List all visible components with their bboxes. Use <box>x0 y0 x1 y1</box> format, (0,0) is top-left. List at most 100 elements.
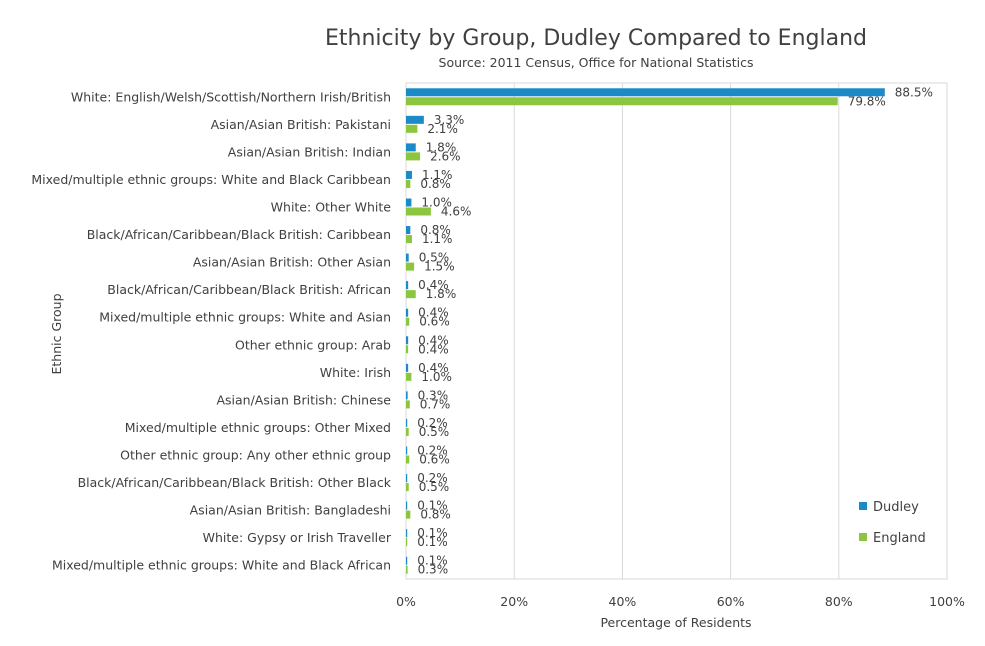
category-label: Asian/Asian British: Other Asian <box>193 255 391 270</box>
bar-dudley <box>406 226 411 235</box>
bar-dudley <box>406 556 408 565</box>
bar-dudley <box>406 198 412 207</box>
bar-dudley <box>406 115 424 124</box>
category-label: Asian/Asian British: Bangladeshi <box>190 503 391 518</box>
data-label: 0.6% <box>419 453 450 467</box>
bar-dudley <box>406 418 408 427</box>
legend-swatch-england <box>859 533 867 541</box>
bar-dudley <box>406 336 409 345</box>
data-label: 0.7% <box>420 397 451 411</box>
bar-england <box>406 97 838 106</box>
bar-england <box>406 290 416 299</box>
x-tick-label: 40% <box>609 594 637 609</box>
category-label: Asian/Asian British: Indian <box>228 144 391 159</box>
bar-england <box>406 372 412 381</box>
x-tick-label: 20% <box>500 594 528 609</box>
data-label: 0.4% <box>418 361 449 375</box>
bar-england <box>406 317 410 326</box>
data-label: 0.3% <box>418 563 449 577</box>
x-tick-label: 80% <box>825 594 853 609</box>
bars <box>406 88 885 574</box>
data-label: 0.4% <box>418 306 449 320</box>
legend-label: Dudley <box>873 500 919 515</box>
data-label: 0.1% <box>417 535 448 549</box>
data-label: 0.4% <box>418 333 449 347</box>
bar-england <box>406 427 409 436</box>
category-label: Asian/Asian British: Chinese <box>216 392 391 407</box>
data-label: 0.6% <box>419 315 450 329</box>
category-label: Mixed/multiple ethnic groups: White and … <box>31 172 391 187</box>
data-label: 0.8% <box>420 223 451 237</box>
data-label: 0.5% <box>419 425 450 439</box>
x-axis-title: Percentage of Residents <box>600 615 751 630</box>
legend-label: England <box>873 531 926 546</box>
category-label: White: Gypsy or Irish Traveller <box>203 530 392 545</box>
bar-dudley <box>406 529 408 538</box>
legend: Dudley England <box>859 500 926 546</box>
bar-england <box>406 207 431 216</box>
category-label: White: Other White <box>271 200 392 215</box>
data-label: 88.5% <box>895 85 933 99</box>
bar-dudley <box>406 308 409 317</box>
bar-england <box>406 262 415 271</box>
bar-england <box>406 455 410 464</box>
category-label: Mixed/multiple ethnic groups: White and … <box>52 558 391 573</box>
bar-england <box>406 235 412 244</box>
bar-dudley <box>406 363 409 372</box>
data-label: 0.1% <box>417 526 448 540</box>
category-label: Black/African/Caribbean/Black British: O… <box>78 475 392 490</box>
data-label: 4.6% <box>441 205 472 219</box>
chart-title: Ethnicity by Group, Dudley Compared to E… <box>325 26 867 51</box>
x-tick-label: 100% <box>929 594 965 609</box>
data-label: 1.8% <box>426 140 457 154</box>
x-tick-label: 0% <box>396 594 416 609</box>
bar-dudley <box>406 391 408 400</box>
bar-england <box>406 510 411 519</box>
plot-frame <box>405 82 948 580</box>
data-label: 3.3% <box>434 113 465 127</box>
bar-dudley <box>406 474 408 483</box>
bar-dudley <box>406 281 409 290</box>
category-labels: White: English/Welsh/Scottish/Northern I… <box>31 89 391 572</box>
data-label: 0.1% <box>417 554 448 568</box>
bar-england <box>406 152 421 161</box>
category-label: Mixed/multiple ethnic groups: Other Mixe… <box>125 420 391 435</box>
bar-dudley <box>406 88 885 97</box>
data-label: 0.4% <box>418 342 449 356</box>
data-label: 0.2% <box>417 471 448 485</box>
data-label: 0.4% <box>418 278 449 292</box>
bar-dudley <box>406 143 416 152</box>
bar-england <box>406 565 408 574</box>
legend-swatch-dudley <box>859 502 867 510</box>
data-label: 2.6% <box>430 149 461 163</box>
x-tick-label: 60% <box>717 594 745 609</box>
category-label: White: Irish <box>320 365 391 380</box>
bar-dudley <box>406 253 409 262</box>
chart-subtitle: Source: 2011 Census, Office for National… <box>439 55 754 70</box>
bar-england <box>406 538 408 547</box>
data-labels: 88.5%79.8%3.3%2.1%1.8%2.6%1.1%0.8%1.0%4.… <box>417 85 933 576</box>
data-label: 0.8% <box>420 508 451 522</box>
data-label: 1.8% <box>426 287 457 301</box>
data-label: 79.8% <box>848 94 886 108</box>
bar-england <box>406 345 409 354</box>
bar-dudley <box>406 446 408 455</box>
category-label: Black/African/Caribbean/Black British: A… <box>107 282 391 297</box>
data-label: 0.5% <box>419 480 450 494</box>
data-label: 2.1% <box>427 122 458 136</box>
bar-dudley <box>406 170 412 179</box>
data-label: 1.1% <box>422 168 453 182</box>
category-label: Other ethnic group: Arab <box>235 337 391 352</box>
data-label: 1.5% <box>424 260 455 274</box>
category-label: Other ethnic group: Any other ethnic gro… <box>120 448 391 463</box>
category-label: Mixed/multiple ethnic groups: White and … <box>99 310 391 325</box>
category-label: Black/African/Caribbean/Black British: C… <box>87 227 391 242</box>
data-label: 1.0% <box>421 370 452 384</box>
bar-england <box>406 483 409 492</box>
y-axis-title: Ethnic Group <box>49 293 64 374</box>
data-label: 1.0% <box>421 196 452 210</box>
data-label: 0.1% <box>417 499 448 513</box>
data-label: 0.2% <box>417 416 448 430</box>
